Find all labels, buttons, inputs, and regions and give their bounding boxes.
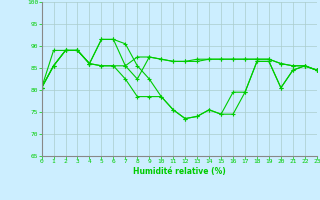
X-axis label: Humidité relative (%): Humidité relative (%) — [133, 167, 226, 176]
